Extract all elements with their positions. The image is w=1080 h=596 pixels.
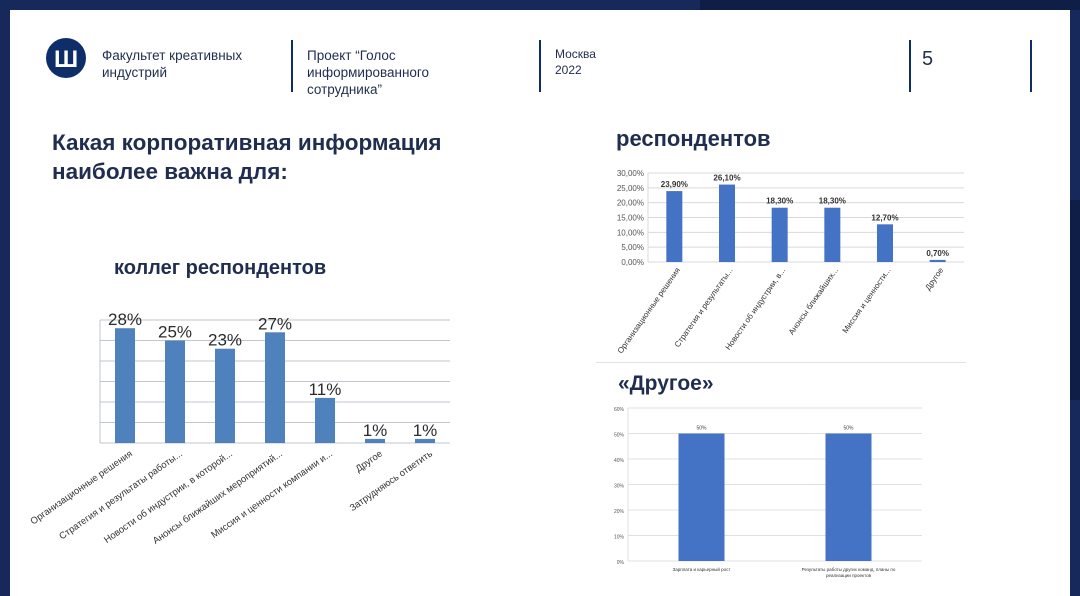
chart-rt-y-tick-label: 5,00% [621, 243, 644, 252]
chart-rt-data-label: 26,10% [713, 174, 740, 183]
chart-left-data-label: 11% [309, 380, 342, 399]
chart-left-bar [265, 332, 285, 443]
chart-rt-bar [771, 207, 788, 262]
chart-right-bottom-title: «Другое» [618, 372, 714, 395]
chart-rt-data-label: 12,70% [871, 213, 898, 222]
faculty-line-2: индустрий [102, 65, 167, 80]
chart-rt-y-tick-label: 20,00% [617, 199, 644, 208]
chart-left-title: коллег респондентов [114, 257, 327, 279]
chart-left-bar [215, 348, 235, 443]
chart-left-data-label: 28% [108, 310, 142, 329]
chart-rt-y-tick-label: 30,00% [617, 169, 644, 178]
chart-rt-bar [929, 259, 946, 262]
page-number: 5 [922, 48, 934, 70]
chart-rt-data-label: 18,30% [766, 197, 793, 206]
city: Москва [555, 47, 596, 61]
chart-rt-category-label: Новости об индустрии, в... [724, 266, 788, 352]
chart-left-bar [165, 340, 185, 443]
chart-rt-category-label: Анонсы ближайших... [787, 266, 840, 337]
chart-rb-data-label: 50% [696, 426, 707, 432]
chart-left-category-label: Другое [354, 448, 385, 474]
header-divider-3 [909, 40, 911, 92]
header-divider-4 [1030, 40, 1032, 92]
chart-rt-bar [824, 207, 841, 262]
chart-left-bar [365, 438, 385, 443]
chart-rb-data-label: 50% [843, 426, 854, 432]
location-date: Москва 2022 [555, 46, 596, 78]
chart-rb-y-tick-label: 0% [617, 560, 625, 566]
chart-rt-category-label: Организационные решения [616, 266, 682, 355]
chart-right-top-title: респондентов [616, 126, 771, 151]
chart-rb-y-tick-label: 10% [614, 535, 625, 541]
svg-text:Ш: Ш [54, 46, 78, 73]
chart-left-bar [415, 438, 435, 443]
logo-emblem: Ш [54, 46, 78, 73]
chart-rb-y-tick-label: 40% [614, 458, 625, 464]
chart-right-top: 0,00% 5,00% 10,00% 15,00% 20,00% 25,00% 30,00%… [616, 169, 964, 355]
chart-rt-data-label: 0,70% [926, 249, 949, 258]
main-title: Какая корпоративная информация наиболее … [52, 130, 442, 184]
chart-left-data-label: 1% [363, 421, 388, 440]
chart-left-bar [315, 397, 335, 443]
faculty-line-1: Факультет креативных [102, 48, 243, 63]
chart-rb-y-tick-label: 30% [614, 484, 625, 490]
background-stripe-right [1070, 200, 1080, 400]
chart-left-data-label: 1% [413, 421, 438, 440]
chart-rt-y-tick-label: 0,00% [621, 258, 644, 267]
chart-rt-data-label: 23,90% [661, 180, 688, 189]
chart-rt-bar [877, 224, 893, 262]
chart-rb-bar [825, 433, 872, 561]
chart-rt-y-tick-label: 10,00% [617, 228, 644, 237]
chart-rt-category-label: Стратегия и результаты... [673, 266, 735, 349]
chart-left-data-label: 23% [208, 331, 242, 350]
project-line-2: информированного [307, 65, 430, 80]
chart-left-category-label: Затрудняюсь ответить [348, 448, 435, 514]
chart-right-top-frame [596, 362, 966, 363]
year: 2022 [555, 63, 582, 77]
chart-left-data-label: 27% [258, 314, 292, 333]
background-stripe-top [700, 0, 1080, 10]
chart-rt-bar [719, 184, 735, 262]
chart-left-bar [115, 328, 135, 443]
chart-rt-bar [666, 191, 683, 262]
project-line-3: сотрудника” [307, 82, 383, 97]
chart-rb-y-tick-label: 60% [614, 407, 625, 413]
chart-rb-bar [678, 433, 725, 561]
chart-left-data-label: 25% [158, 323, 192, 342]
chart-rt-category-label: Другое [923, 266, 945, 292]
faculty-name: Факультет креативных индустрий [102, 47, 242, 81]
chart-rt-y-tick-label: 25,00% [617, 184, 644, 193]
chart-rb-y-tick-label: 50% [614, 433, 625, 439]
chart-rt-y-tick-label: 15,00% [617, 214, 644, 223]
slide [10, 10, 1070, 596]
header-divider-1 [291, 40, 293, 92]
chart-rb-y-tick-label: 20% [614, 509, 625, 515]
chart-rb-category-label: реализации проектов [826, 573, 872, 578]
header-divider-2 [539, 40, 541, 92]
project-line-1: Проект “Голос [307, 48, 396, 63]
project-name: Проект “Голос информированного сотрудник… [307, 47, 429, 98]
chart-rt-category-label: Миссия и ценности... [841, 266, 893, 335]
chart-rt-data-label: 18,30% [819, 197, 846, 206]
chart-rb-category-label: Зарплата и карьерный рост [673, 566, 731, 572]
chart-right-bottom: 0% 10% 20% 30% 40% 50% 60% 50% Зарплата и карьер… [614, 407, 922, 578]
chart-rb-category-label: Результаты работы других команд, планы п… [802, 567, 896, 572]
hse-logo: Ш [46, 38, 86, 78]
